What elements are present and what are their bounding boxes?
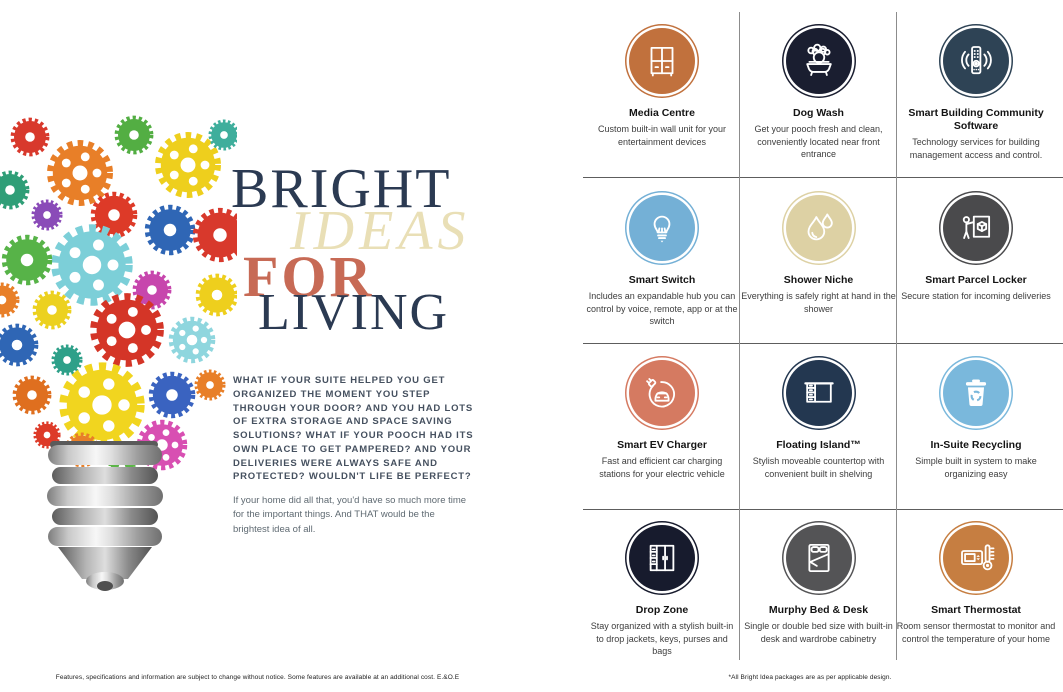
intro-bold-paragraph: WHAT IF YOUR SUITE HELPED YOU GET ORGANI…	[233, 375, 474, 483]
shower-niche-icon	[785, 195, 852, 261]
feature-description: Simple built in system to make organizin…	[915, 456, 1037, 479]
feature-card-dog-wash: Dog Wash Get your pooch fresh and clean,…	[741, 28, 896, 161]
smart-building-software-icon	[943, 28, 1009, 94]
feature-description: Room sensor thermostat to monitor and co…	[896, 621, 1056, 644]
feature-description: Secure station for incoming deliveries	[901, 291, 1051, 302]
feature-card-shower-niche: Shower Niche Everything is safely right …	[741, 195, 896, 315]
feature-title: Smart EV Charger	[617, 439, 707, 451]
feature-card-in-suite-recycling: In-Suite Recycling Simple built in syste…	[895, 360, 1057, 480]
feature-card-media-centre: Media Centre Custom built-in wall unit f…	[586, 28, 738, 148]
feature-card-smart-switch: Smart Switch Includes an expandable hub …	[586, 195, 738, 328]
in-suite-recycling-icon	[943, 360, 1009, 426]
feature-description: Custom built-in wall unit for your enter…	[597, 124, 727, 147]
feature-title: Media Centre	[629, 107, 695, 119]
smart-ev-charger-icon	[629, 360, 695, 426]
floating-island-icon	[785, 360, 852, 426]
grid-divider	[896, 12, 897, 660]
right-footer-disclaimer: *All Bright Idea packages are as per app…	[728, 674, 892, 681]
title-word-ideas: IDEAS	[290, 200, 471, 262]
feature-title: Floating Island™	[776, 439, 861, 451]
feature-title: In-Suite Recycling	[930, 439, 1022, 451]
feature-card-drop-zone: Drop Zone Stay organized with a stylish …	[586, 525, 738, 658]
smart-switch-icon	[629, 195, 695, 261]
feature-title: Murphy Bed & Desk	[768, 604, 869, 616]
grid-divider	[583, 177, 1063, 178]
feature-description: Stay organized with a stylish built-in t…	[590, 621, 734, 657]
feature-card-smart-parcel-locker: Smart Parcel Locker Secure station for i…	[895, 195, 1057, 303]
smart-parcel-locker-icon	[943, 195, 1009, 261]
grid-divider	[583, 343, 1063, 344]
feature-card-smart-building-software: Smart Building Community Software Techno…	[895, 28, 1057, 161]
smart-thermostat-icon	[943, 525, 1009, 591]
feature-description: Stylish moveable countertop with conveni…	[752, 456, 885, 479]
feature-description: Single or double bed size with built-in …	[744, 621, 893, 644]
feature-description: Fast and efficient car charging stations…	[599, 456, 725, 479]
left-footer-disclaimer: Features, specifications and information…	[55, 674, 460, 681]
feature-card-smart-ev-charger: Smart EV Charger Fast and efficient car …	[586, 360, 738, 480]
feature-card-smart-thermostat: Smart Thermostat Room sensor thermostat …	[895, 525, 1057, 645]
drop-zone-icon	[629, 525, 695, 591]
feature-card-murphy-bed-desk: Murphy Bed & Desk Single or double bed s…	[741, 525, 896, 645]
feature-title: Smart Switch	[628, 274, 696, 286]
feature-title: Smart Thermostat	[931, 604, 1021, 616]
title-word-for: FOR	[243, 244, 375, 309]
title-word-bright: BRIGHT	[231, 158, 452, 220]
murphy-bed-desk-icon	[785, 525, 852, 591]
feature-title: Smart Building Community Software	[908, 107, 1044, 133]
feature-description: Everything is safely right at hand in th…	[741, 291, 896, 314]
media-centre-icon	[629, 28, 695, 94]
feature-card-floating-island: Floating Island™ Stylish moveable counte…	[741, 360, 896, 480]
dog-wash-icon	[785, 28, 852, 94]
feature-title: Shower Niche	[783, 274, 854, 286]
title-word-living: LIVING	[258, 284, 450, 341]
gear-lightbulb-illustration	[0, 95, 237, 591]
grid-divider	[739, 12, 740, 660]
feature-description: Technology services for building managem…	[909, 137, 1043, 160]
grid-divider	[583, 509, 1063, 510]
feature-description: Get your pooch fresh and clean, convenie…	[754, 124, 883, 160]
feature-title: Dog Wash	[793, 107, 844, 119]
feature-title: Drop Zone	[635, 604, 689, 616]
feature-title: Smart Parcel Locker	[925, 274, 1027, 286]
feature-description: Includes an expandable hub you can contr…	[586, 291, 738, 327]
intro-paragraph: If your home did all that, you'd have so…	[233, 495, 467, 535]
